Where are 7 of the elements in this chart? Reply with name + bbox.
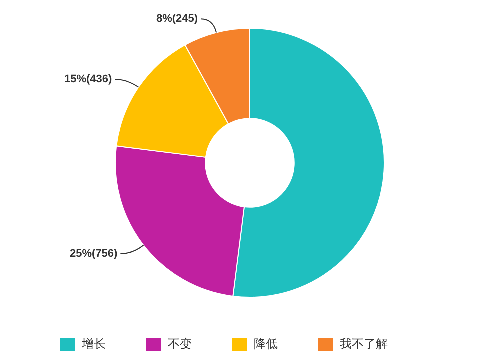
legend-label: 我不了解 <box>340 337 388 352</box>
legend-label: 降低 <box>254 337 278 352</box>
legend-label: 增长 <box>81 337 106 352</box>
data-label: 15%(436) <box>64 74 113 86</box>
legend-label: 不变 <box>168 337 192 352</box>
data-label: 25%(756) <box>70 248 118 260</box>
data-label: 8%(245) <box>156 13 198 26</box>
